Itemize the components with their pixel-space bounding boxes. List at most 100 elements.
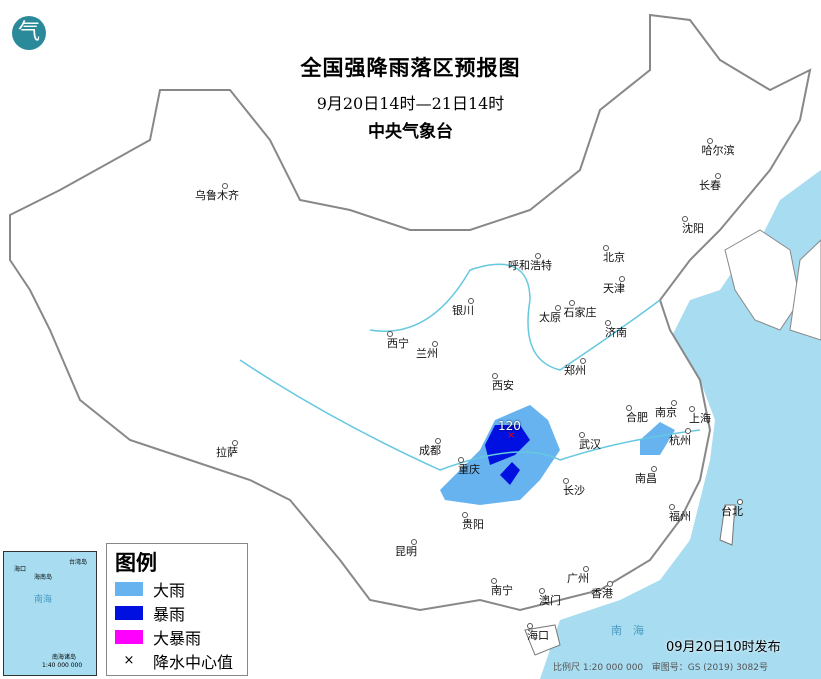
city-dot [580,358,586,364]
city-label: 长沙 [563,484,585,497]
sea-label: 南 海 [611,624,644,637]
cma-logo-icon: 气 [12,16,46,50]
japan [789,239,821,341]
hainan [524,624,561,656]
city-dot [579,432,585,438]
city-label: 武汉 [579,438,601,451]
legend-swatch [115,606,143,620]
korea-peninsula [724,229,801,331]
city-dot [626,405,632,411]
city-dot [411,539,417,545]
south-china-sea-inset: 南海 海口 海南岛 台湾岛 南海诸岛 1:40 000 000 [3,551,97,676]
city-label: 重庆 [458,463,480,476]
city-dot [432,341,438,347]
city-label: 西安 [492,379,514,392]
rain-torrential [500,462,520,485]
city-dot [458,457,464,463]
city-label: 台北 [721,505,743,518]
map-title: 全国强降雨落区预报图 [300,56,521,80]
city-dot [707,138,713,144]
publish-time: 09月20日10时发布 [666,640,781,655]
city-label: 成都 [419,444,441,457]
rain-center-marker: × [507,430,516,441]
legend-title: 图例 [115,551,157,575]
city-label: 长春 [699,179,721,192]
city-dot [689,406,695,412]
forecast-period: 9月20日14时—21日14时 [316,94,505,113]
city-dot [651,466,657,472]
issuer: 中央气象台 [368,122,453,142]
city-label: 哈尔滨 [701,144,735,157]
city-label: 石家庄 [563,306,597,319]
city-dot [563,478,569,484]
city-dot [232,440,238,446]
inset-scale: 1:40 000 000 [42,662,83,669]
city-label: 郑州 [564,364,586,377]
city-dot [715,173,721,179]
city-label: 广州 [567,572,589,585]
city-label: 兰州 [416,347,438,360]
inset-label: 南海 [34,595,53,605]
city-dot [222,183,228,189]
rain-center-value: 120 [498,419,521,433]
city-dot [527,623,533,629]
footer-info: 比例尺 1:20 000 000 审图号：GS (2019) 3082号 [553,660,768,673]
city-label: 银川 [452,304,474,317]
city-dot [468,298,474,304]
city-dot [492,373,498,379]
city-label: 济南 [605,326,627,339]
legend-label: 降水中心值 [153,653,234,672]
city-label: 合肥 [626,411,648,424]
city-label: 呼和浩特 [508,259,552,272]
legend-item: 大雨 [115,577,247,601]
rain-torrential [485,425,530,465]
city-label: 南京 [655,406,677,419]
city-dot [535,253,541,259]
city-dot [603,245,609,251]
city-label: 杭州 [669,434,691,447]
city-dot [685,428,691,434]
city-dot [607,581,613,587]
cross-icon: × [123,653,135,668]
city-dot [682,216,688,222]
legend-label: 暴雨 [153,605,186,624]
scale-text: 比例尺 1:20 000 000 [553,663,644,673]
city-dot [569,300,575,306]
legend: 图例 大雨 暴雨 大暴雨 × 降水中心值 [106,543,248,676]
city-dot [491,578,497,584]
city-label: 天津 [603,282,625,295]
city-label: 上海 [689,412,711,425]
legend-item: × 降水中心值 [115,649,247,673]
city-label: 贵阳 [462,518,484,531]
city-label: 乌鲁木齐 [195,189,239,202]
legend-label: 大暴雨 [153,629,202,648]
city-label: 西宁 [387,337,409,350]
city-label: 沈阳 [682,222,704,235]
city-label: 福州 [669,510,691,523]
city-dot [387,331,393,337]
legend-item: 大暴雨 [115,625,247,649]
city-dot [539,588,545,594]
yellow-river [369,263,661,371]
legend-item: 暴雨 [115,601,247,625]
inset-label: 海口 [14,566,27,573]
city-label: 南宁 [491,584,513,597]
city-label: 太原 [539,311,561,324]
city-dot [583,566,589,572]
city-label: 澳门 [539,594,561,607]
city-label: 北京 [603,251,625,264]
legend-swatch [115,582,143,596]
yangtze-river [239,359,701,471]
city-dot [619,276,625,282]
legend-label: 大雨 [153,581,186,600]
inset-label: 南海诸岛 [52,654,77,661]
city-dot [737,499,743,505]
inset-label: 台湾岛 [69,559,88,566]
city-dot [671,400,677,406]
rain-heavy [640,422,675,455]
approval-number: 审图号：GS (2019) 3082号 [651,663,768,673]
city-dot [435,438,441,444]
city-label: 海口 [527,629,549,642]
city-label: 拉萨 [216,446,238,459]
